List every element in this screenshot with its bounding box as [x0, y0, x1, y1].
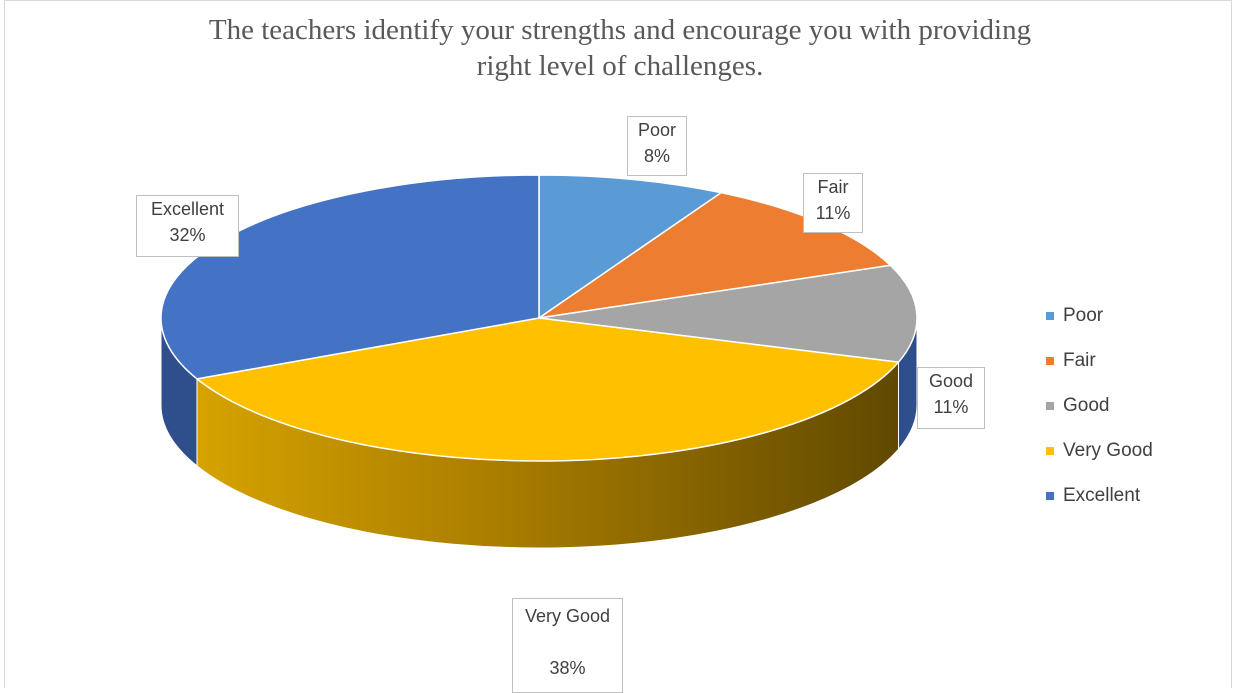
legend-label-poor: Poor — [1063, 304, 1104, 326]
legend-swatch-excellent — [1046, 491, 1054, 500]
data-label-excellent: Excellent 32% — [136, 195, 239, 257]
chart-legend: Poor Fair Good Very Good Excellent — [1046, 293, 1153, 518]
legend-swatch-poor — [1046, 311, 1054, 320]
data-label-poor-name: Poor — [637, 120, 677, 140]
pie-slice-good — [538, 264, 918, 363]
data-label-very-good: Very Good 38% — [512, 598, 623, 693]
pie-slice-very-good — [196, 317, 900, 462]
legend-item-poor: Poor — [1046, 293, 1153, 338]
data-label-fair-name: Fair — [817, 177, 849, 197]
data-label-good-value: 11% — [933, 397, 969, 417]
pie-top-face — [160, 174, 918, 462]
legend-label-very-good: Very Good — [1063, 439, 1153, 461]
legend-item-fair: Fair — [1046, 338, 1153, 383]
legend-swatch-good — [1046, 401, 1054, 410]
data-label-good-name: Good — [928, 371, 974, 391]
legend-item-excellent: Excellent — [1046, 473, 1153, 518]
pie-slice-poor — [538, 174, 722, 319]
legend-label-excellent: Excellent — [1063, 484, 1141, 506]
data-label-very-good-value: 38% — [549, 658, 586, 678]
data-label-excellent-name: Excellent — [150, 199, 225, 219]
legend-item-very-good: Very Good — [1046, 428, 1153, 473]
data-label-fair-value: 11% — [815, 203, 851, 223]
legend-label-good: Good — [1063, 394, 1110, 416]
data-label-fair: Fair 11% — [803, 173, 863, 233]
chart-title-line-2: right level of challenges. — [476, 50, 764, 82]
data-label-poor: Poor 8% — [627, 116, 687, 176]
data-label-good: Good 11% — [917, 367, 985, 429]
data-label-poor-value: 8% — [643, 146, 670, 166]
chart-title: The teachers identify your strengths and… — [90, 12, 1150, 84]
chart-title-line-1: The teachers identify your strengths and… — [208, 14, 1032, 46]
data-label-excellent-value: 32% — [169, 225, 206, 245]
legend-swatch-very-good — [1046, 446, 1054, 455]
legend-label-fair: Fair — [1063, 349, 1096, 371]
legend-item-good: Good — [1046, 383, 1153, 428]
data-label-very-good-name: Very Good — [524, 606, 611, 626]
legend-swatch-fair — [1046, 356, 1054, 365]
